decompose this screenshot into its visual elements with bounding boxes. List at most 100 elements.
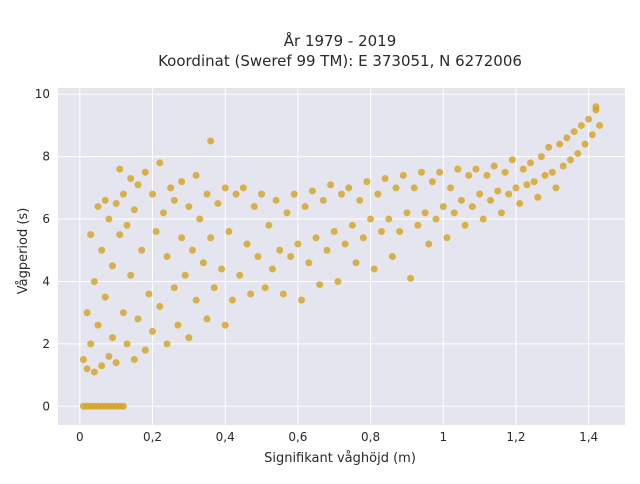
grid (58, 88, 625, 425)
data-point (254, 253, 262, 260)
data-point (79, 355, 87, 363)
data-point (207, 137, 215, 145)
chart-subtitle: Koordinat (Sweref 99 TM): E 373051, N 62… (158, 52, 522, 70)
data-point (334, 277, 342, 285)
data-point (199, 259, 207, 267)
data-point (109, 262, 117, 270)
data-point (178, 234, 186, 242)
x-tick-label: 1,4 (579, 430, 598, 444)
data-point (585, 115, 593, 123)
data-point (265, 221, 273, 229)
data-point (338, 190, 345, 198)
data-point (381, 174, 389, 182)
data-point (501, 168, 509, 176)
data-point (221, 184, 229, 192)
data-point (101, 293, 109, 301)
data-point (116, 165, 124, 173)
data-point (348, 221, 356, 229)
data-point (577, 121, 585, 129)
data-point (170, 196, 178, 204)
data-point (112, 359, 120, 367)
x-tick-label: 1 (439, 430, 447, 444)
data-point (170, 284, 178, 292)
data-point (563, 134, 571, 142)
data-point (472, 165, 480, 173)
data-point (537, 153, 545, 161)
data-point (149, 327, 156, 335)
y-tick-label: 0 (42, 399, 50, 413)
data-point (494, 187, 502, 195)
data-point (152, 228, 160, 236)
y-axis-ticks: 0 2 4 6 8 10 (35, 87, 50, 413)
data-point (149, 190, 156, 198)
data-point (87, 340, 95, 348)
data-point (101, 196, 109, 204)
data-point (403, 209, 411, 217)
data-point (407, 274, 415, 282)
plot-area (58, 88, 625, 425)
data-point (192, 296, 200, 304)
data-point (163, 340, 171, 348)
data-point (294, 240, 302, 248)
data-point (570, 128, 578, 136)
x-tick-label: 0,2 (143, 430, 162, 444)
data-point (527, 159, 534, 167)
data-point (221, 321, 229, 329)
data-point (534, 193, 542, 201)
data-point (545, 143, 553, 151)
data-point (581, 140, 589, 148)
data-point (119, 402, 127, 410)
data-point (468, 203, 476, 211)
data-point (327, 181, 335, 189)
data-point (316, 281, 324, 289)
data-point (236, 271, 244, 279)
data-point (134, 315, 142, 323)
data-point (305, 259, 313, 267)
data-point (207, 234, 215, 242)
data-point (541, 171, 549, 179)
data-point (465, 171, 473, 179)
data-point (247, 290, 255, 298)
data-point (261, 284, 269, 292)
data-point (516, 199, 524, 207)
data-point (457, 196, 465, 204)
data-point (119, 190, 127, 198)
data-point (156, 159, 164, 167)
chart-title: År 1979 - 2019 (284, 31, 397, 50)
y-tick-label: 4 (42, 274, 50, 288)
data-point (228, 296, 236, 304)
data-point (530, 178, 538, 186)
data-point (410, 184, 418, 192)
data-point (145, 290, 153, 298)
data-point (392, 184, 400, 192)
data-point (243, 240, 251, 248)
data-point (239, 184, 247, 192)
data-point (174, 321, 182, 329)
data-point (319, 196, 327, 204)
data-point (487, 196, 495, 204)
y-axis-title: Vågperiod (s) (16, 208, 31, 295)
data-point (399, 171, 407, 179)
data-point (352, 259, 360, 267)
data-point (345, 184, 353, 192)
data-point (141, 346, 149, 354)
data-point (341, 240, 349, 248)
data-point (566, 156, 574, 164)
data-point (450, 209, 458, 217)
data-point (323, 246, 331, 254)
data-point (218, 265, 226, 273)
data-point (363, 178, 371, 186)
data-point (428, 178, 436, 186)
data-point (312, 234, 320, 242)
x-axis-title: Signifikant våghöjd (m) (264, 451, 416, 466)
data-point (385, 215, 393, 223)
data-point (432, 215, 440, 223)
data-point (512, 184, 520, 192)
data-point (414, 221, 422, 229)
data-point (127, 271, 135, 279)
data-point (130, 355, 138, 363)
data-point (210, 284, 218, 292)
x-tick-label: 0,8 (361, 430, 380, 444)
data-point (127, 174, 135, 182)
data-point (556, 140, 564, 148)
